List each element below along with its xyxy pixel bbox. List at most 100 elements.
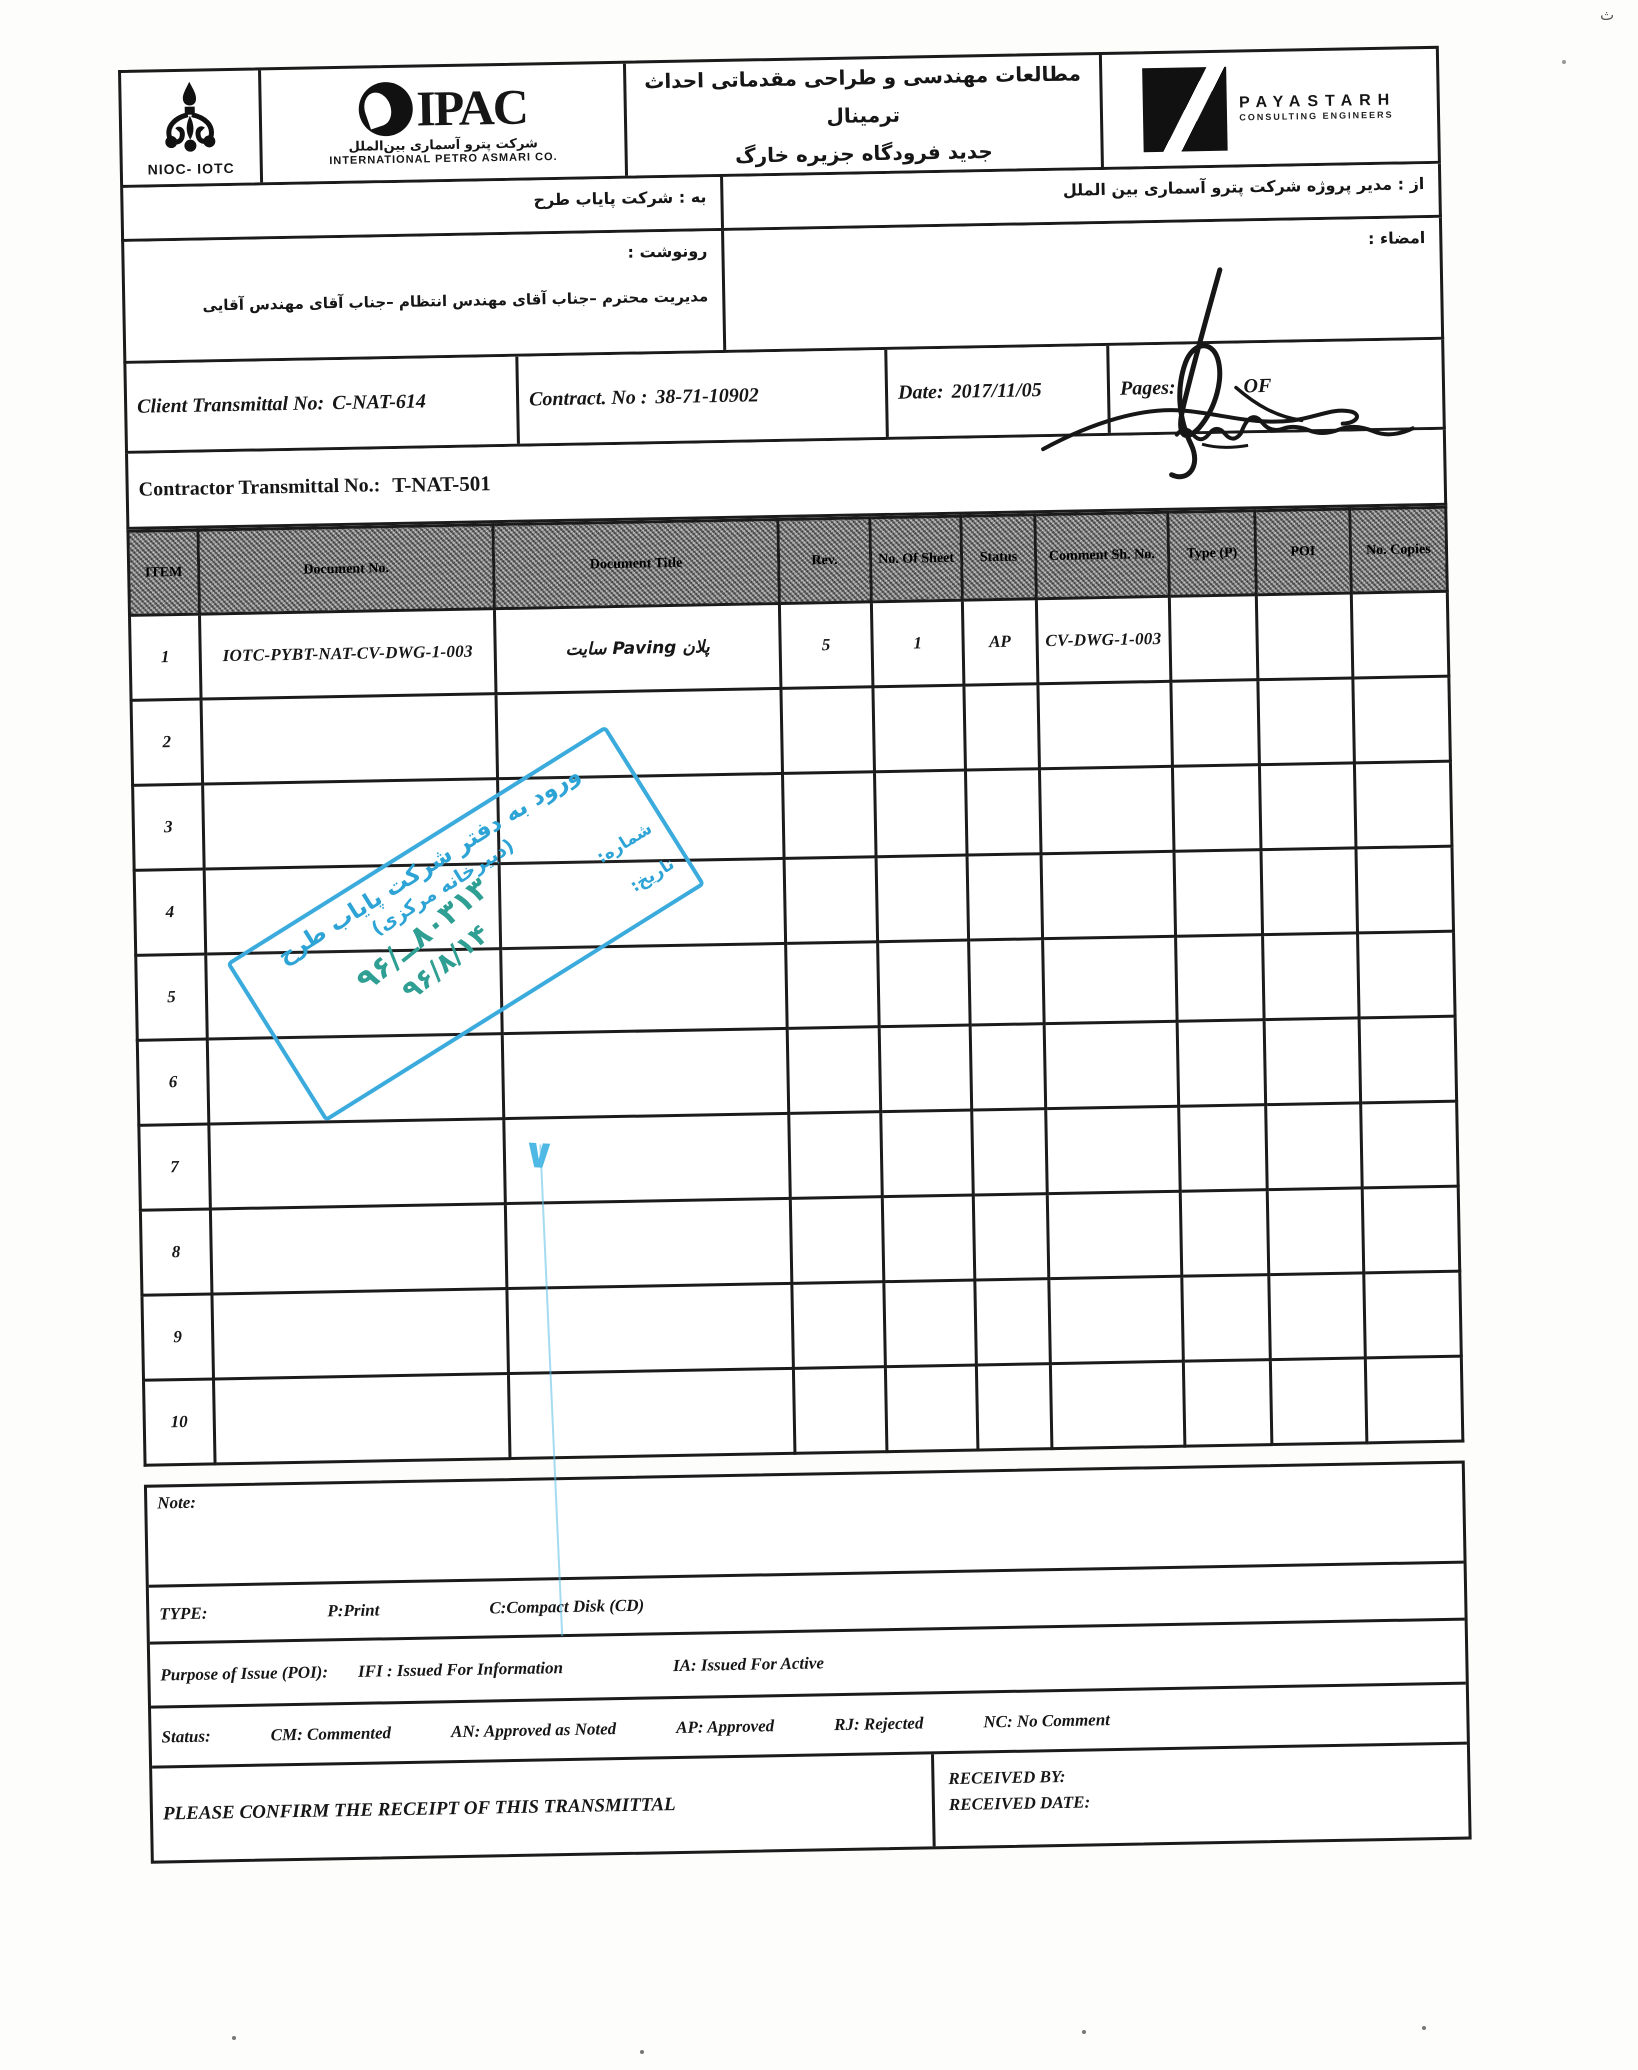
cell-document-no — [213, 1373, 511, 1464]
cell-item: 10 — [143, 1378, 215, 1466]
footer-legend-box: Note: TYPE: P:Print C:Compact Disk (CD) … — [143, 1460, 1472, 1864]
stamp-date-label: تاریخ: — [626, 854, 679, 897]
ipac-wordmark: IPAC — [415, 78, 528, 137]
cell-rev — [788, 1111, 883, 1199]
cell-document-no — [211, 1288, 509, 1379]
col-header-rev: Rev. — [777, 517, 872, 604]
cell-poi — [1260, 847, 1358, 935]
cell-comment-sh-no — [1042, 936, 1177, 1024]
cell-poi — [1259, 762, 1356, 850]
project-title-line2: جدید فرودگاه جزیره خارگ — [734, 138, 993, 168]
cell-type — [1173, 849, 1263, 937]
cell-status — [970, 1023, 1046, 1111]
col-header-item: ITEM — [127, 530, 200, 616]
cell-type — [1180, 1189, 1269, 1277]
cell-no-of-sheet — [879, 1025, 972, 1112]
nioc-caption: NIOC- IOTC — [147, 159, 235, 177]
col-header-document-no: Document No. — [197, 524, 495, 615]
type-item-cd: C:Compact Disk (CD) — [489, 1595, 645, 1618]
cell-no-copies — [1363, 1271, 1462, 1358]
cell-rev: 5 — [779, 601, 873, 689]
cell-type — [1176, 1019, 1266, 1107]
pages-of-label: OF — [1243, 374, 1272, 398]
cell-status — [976, 1363, 1052, 1450]
payastarh-logo-cell: PAYASTARH CONSULTING ENGINEERS — [1102, 49, 1438, 167]
cc-signature-row: رونوشت : مدیریت محترم –جناب آقای مهندس ا… — [121, 217, 1445, 480]
cell-status — [965, 768, 1041, 856]
cell-status: AP — [962, 598, 1038, 686]
cell-comment-sh-no — [1050, 1361, 1185, 1449]
scan-speck — [1082, 2030, 1086, 2034]
cell-poi — [1257, 677, 1355, 765]
client-transmittal-label: Client Transmittal No: — [136, 392, 325, 418]
nioc-flame-icon — [155, 79, 226, 159]
date-cell: Date: 2017/11/05 — [887, 345, 1111, 437]
cell-no-copies — [1360, 1101, 1459, 1188]
cell-item: 7 — [138, 1124, 211, 1211]
to-label: به : شرکت پایاب طرح — [533, 187, 707, 210]
cell-rev — [791, 1281, 886, 1369]
cell-no-copies — [1357, 931, 1456, 1018]
cell-status — [966, 853, 1043, 941]
cell-item: 1 — [129, 614, 201, 701]
note-label: Note: — [157, 1492, 197, 1513]
cell-no-of-sheet — [874, 770, 967, 857]
cell-rev — [780, 686, 875, 774]
col-header-status: Status — [960, 514, 1037, 601]
confirm-text: PLEASE CONFIRM THE RECEIPT OF THIS TRANS… — [162, 1794, 676, 1825]
cell-item: 9 — [141, 1293, 214, 1381]
cell-item: 5 — [135, 954, 208, 1041]
cell-document-no — [200, 693, 498, 785]
cell-no-copies — [1354, 761, 1452, 848]
cell-no-copies — [1352, 676, 1451, 763]
scan-speck — [232, 2036, 236, 2040]
status-item-cm: CM: Commented — [270, 1722, 392, 1744]
cell-poi — [1256, 592, 1353, 680]
contractor-transmittal-value: T-NAT-501 — [392, 471, 491, 498]
nioc-logo-cell: NIOC- IOTC — [121, 70, 263, 185]
cell-item: 2 — [131, 699, 203, 786]
cell-rev — [785, 941, 880, 1029]
from-label: از : مدیر پروژه شرکت پترو آسماری بین الم… — [1062, 174, 1425, 200]
poi-label: Purpose of Issue (POI): — [160, 1661, 329, 1684]
to-cell: به : شرکت پایاب طرح — [123, 176, 724, 239]
status-item-rj: RJ: Rejected — [833, 1713, 924, 1734]
cell-type — [1178, 1104, 1268, 1192]
cell-document-no — [210, 1203, 507, 1294]
header-logo-band: NIOC- IOTC IPAC شرکت پترو آسماری بین‌الم… — [118, 45, 1441, 188]
cell-poi — [1263, 1017, 1361, 1105]
cell-no-copies — [1361, 1186, 1460, 1273]
pages-label: Pages: — [1119, 376, 1176, 400]
cell-type — [1181, 1274, 1271, 1362]
cell-type — [1172, 764, 1261, 852]
confirm-cell: PLEASE CONFIRM THE RECEIPT OF THIS TRANS… — [152, 1754, 936, 1861]
cell-no-of-sheet — [880, 1110, 974, 1197]
cell-comment-sh-no: CV-DWG-1-003 — [1036, 596, 1171, 684]
cell-poi — [1267, 1187, 1364, 1275]
cc-cell: رونوشت : مدیریت محترم –جناب آقای مهندس ا… — [124, 230, 727, 361]
cell-no-of-sheet — [882, 1195, 975, 1282]
project-title-line1: مطالعات مهندسی و طراحی مقدماتی احداث ترم… — [643, 61, 1082, 129]
status-label: Status: — [161, 1726, 211, 1746]
col-header-comment-sh-no: Comment Sh. No. — [1034, 512, 1170, 599]
scan-speck — [1422, 2026, 1426, 2030]
cell-type — [1169, 594, 1258, 682]
contractor-transmittal-label: Contractor Transmittal No.: — [138, 474, 381, 501]
cell-rev — [782, 771, 877, 859]
client-transmittal-value: C-NAT-614 — [332, 390, 427, 415]
cell-status — [974, 1278, 1051, 1365]
cell-rev — [793, 1366, 887, 1454]
cell-document-title: پلان Paving سایت — [494, 603, 781, 694]
cell-comment-sh-no — [1037, 681, 1173, 769]
cell-item: 3 — [132, 784, 205, 871]
payastarh-square-icon — [1142, 66, 1228, 153]
cell-no-of-sheet — [883, 1280, 977, 1367]
status-item-nc: NC: No Comment — [983, 1709, 1111, 1731]
col-header-poi: POI — [1254, 509, 1352, 595]
status-item-an: AN: Approved as Noted — [450, 1718, 617, 1741]
cell-item: 8 — [140, 1209, 212, 1296]
cell-comment-sh-no — [1045, 1106, 1181, 1194]
signature-label: امضاء : — [1367, 228, 1426, 249]
cell-document-title — [505, 1198, 792, 1289]
contract-no-value: 38-71-10902 — [655, 384, 759, 409]
